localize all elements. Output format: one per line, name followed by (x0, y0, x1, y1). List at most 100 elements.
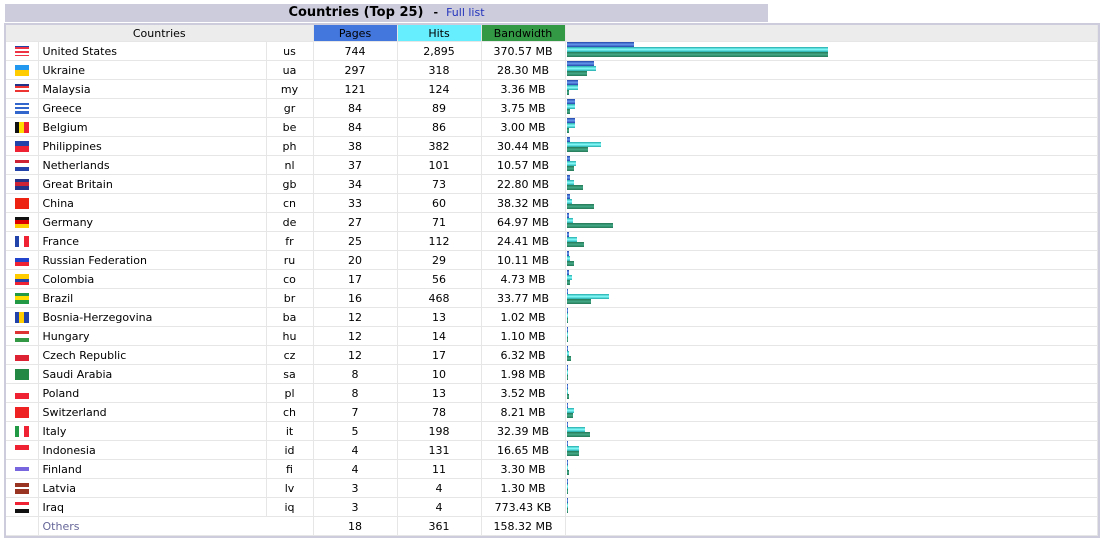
bandwidth-bar (566, 71, 587, 76)
table-row: Ukraine ua 297 318 28.30 MB (6, 60, 1098, 80)
bandwidth-value: 3.75 MB (481, 98, 566, 118)
flag-icon-ch (14, 406, 29, 418)
table-row: Russian Federation ru 20 29 10.11 MB (6, 250, 1098, 270)
pages-value: 5 (313, 421, 398, 441)
pages-bar (566, 422, 568, 427)
pages-bar (566, 460, 568, 465)
title-separator: - (433, 6, 439, 19)
bandwidth-value: 3.00 MB (481, 117, 566, 137)
table-row: Colombia co 17 56 4.73 MB (6, 269, 1098, 289)
header-bandwidth: Bandwidth (481, 25, 566, 42)
hits-bar (566, 351, 569, 356)
hits-bar (566, 142, 601, 147)
country-name: Belgium (38, 117, 267, 137)
country-code: gb (266, 174, 314, 194)
country-code: co (266, 269, 314, 289)
bandwidth-value: 64.97 MB (481, 212, 566, 232)
flag-icon-nl (14, 159, 29, 171)
hits-bar (566, 313, 568, 318)
pages-value: 12 (313, 345, 398, 365)
country-code: de (266, 212, 314, 232)
country-name: Russian Federation (38, 250, 267, 270)
flag-cell (6, 345, 39, 365)
hits-value: 4 (397, 497, 482, 517)
flag-cell (6, 269, 39, 289)
graph-cell (565, 269, 1098, 289)
flag-icon-ba (14, 311, 29, 323)
pages-value: 25 (313, 231, 398, 251)
pages-value: 297 (313, 60, 398, 80)
graph-cell (565, 174, 1098, 194)
table-row: Bosnia-Herzegovina ba 12 13 1.02 MB (6, 307, 1098, 327)
bandwidth-value: 28.30 MB (481, 60, 566, 80)
flag-icon-co (14, 273, 29, 285)
pages-bar (566, 156, 570, 161)
hits-bar (566, 408, 574, 413)
bandwidth-value: 8.21 MB (481, 402, 566, 422)
full-list-link[interactable]: Full list (446, 6, 485, 19)
country-code: be (266, 117, 314, 137)
country-code: hu (266, 326, 314, 346)
bandwidth-value: 1.30 MB (481, 478, 566, 498)
table-row: Malaysia my 121 124 3.36 MB (6, 79, 1098, 99)
bandwidth-value: 3.52 MB (481, 383, 566, 403)
hits-value: 2,895 (397, 41, 482, 61)
table-row: Finland fi 4 11 3.30 MB (6, 459, 1098, 479)
country-code: sa (266, 364, 314, 384)
bandwidth-bar (566, 318, 568, 323)
country-name: Hungary (38, 326, 267, 346)
hits-bar (566, 370, 568, 375)
flag-cell (6, 497, 39, 517)
bandwidth-bar (566, 432, 590, 437)
graph-cell (565, 459, 1098, 479)
pages-value: 3 (313, 478, 398, 498)
hits-bar (566, 389, 568, 394)
flag-icon-de (14, 216, 29, 228)
graph-cell (565, 364, 1098, 384)
flag-cell (6, 478, 39, 498)
country-code: gr (266, 98, 314, 118)
country-code: lv (266, 478, 314, 498)
pages-bar (566, 118, 575, 123)
table-row: Indonesia id 4 131 16.65 MB (6, 440, 1098, 460)
flag-cell (6, 421, 39, 441)
hits-value: 382 (397, 136, 482, 156)
flag-icon-be (14, 121, 29, 133)
graph-cell (565, 117, 1098, 137)
table-row: Poland pl 8 13 3.52 MB (6, 383, 1098, 403)
pages-bar (566, 289, 568, 294)
country-code: ru (266, 250, 314, 270)
country-name: Finland (38, 459, 267, 479)
graph-cell (565, 136, 1098, 156)
pages-bar (566, 479, 568, 484)
bandwidth-value: 1.10 MB (481, 326, 566, 346)
bandwidth-bar (566, 52, 828, 57)
country-name: Czech Republic (38, 345, 267, 365)
bandwidth-value: 370.57 MB (481, 41, 566, 61)
flag-icon-br (14, 292, 29, 304)
flag-cell (6, 79, 39, 99)
bandwidth-value: 4.73 MB (481, 269, 566, 289)
bandwidth-bar (566, 375, 568, 380)
graph-cell (565, 383, 1098, 403)
bandwidth-bar (566, 204, 594, 209)
country-name: Iraq (38, 497, 267, 517)
flag-cell (6, 231, 39, 251)
flag-cell (6, 41, 39, 61)
hits-value: 131 (397, 440, 482, 460)
flag-icon-fr (14, 235, 29, 247)
table-row: Iraq iq 3 4 773.43 KB (6, 497, 1098, 517)
countries-table: Countries Pages Hits Bandwidth United St… (6, 25, 1098, 536)
flag-icon-my (14, 83, 29, 95)
bandwidth-bar (566, 394, 569, 399)
header-graph (565, 25, 1098, 42)
hits-bar (566, 199, 572, 204)
hits-value: 56 (397, 269, 482, 289)
pages-bar (566, 498, 568, 503)
graph-cell (565, 440, 1098, 460)
hits-value: 4 (397, 478, 482, 498)
pages-bar (566, 80, 578, 85)
pages-bar (566, 270, 569, 275)
bandwidth-bar (566, 166, 574, 171)
pages-value: 27 (313, 212, 398, 232)
